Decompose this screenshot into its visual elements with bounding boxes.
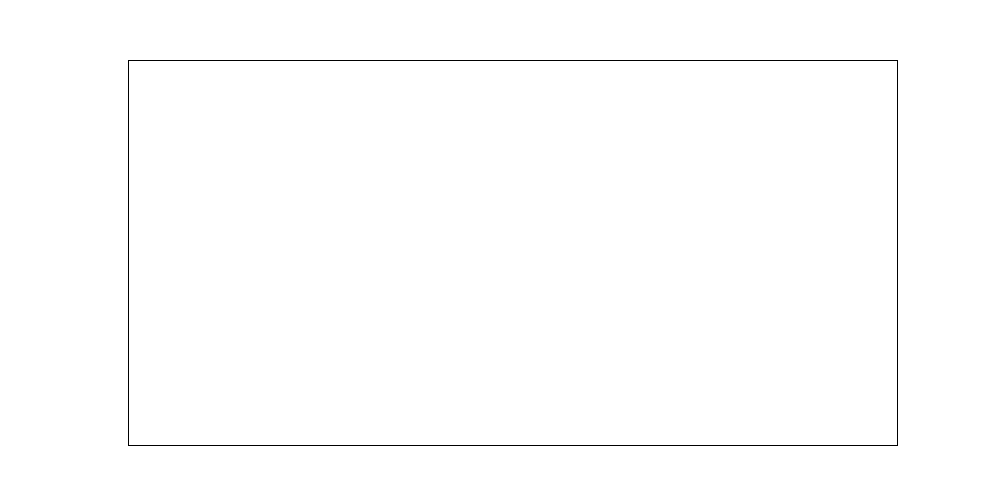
word-cloud [0,0,1000,500]
